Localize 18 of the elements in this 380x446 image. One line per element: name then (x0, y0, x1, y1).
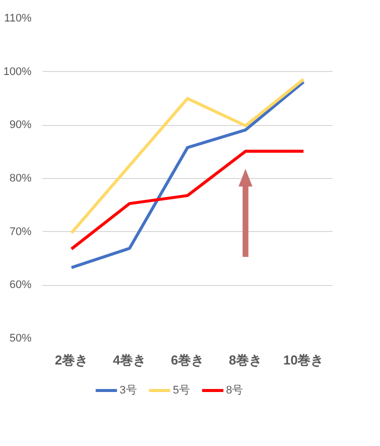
y-tick-label: 70% (9, 226, 32, 238)
legend-label: 5号 (172, 384, 190, 396)
legend-label: 8号 (226, 384, 244, 396)
x-tick-label: 6巻き (170, 352, 204, 368)
y-tick-label: 50% (9, 332, 32, 344)
x-tick-label: 8巻き (228, 352, 262, 368)
x-tick-label: 10巻き (283, 352, 324, 368)
line-series (70, 150, 305, 250)
y-tick-label: 110% (4, 12, 32, 24)
line-series (70, 80, 305, 270)
y-tick-label: 100% (3, 66, 32, 78)
y-tick-label: 60% (9, 279, 32, 292)
legend-label: 3号 (120, 384, 137, 396)
x-tick-label: 2巻き (54, 352, 88, 368)
x-tick-label: 4巻き (112, 352, 146, 368)
y-tick-label: 80% (9, 172, 32, 184)
y-tick-label: 90% (9, 119, 32, 132)
line-series (70, 78, 305, 234)
